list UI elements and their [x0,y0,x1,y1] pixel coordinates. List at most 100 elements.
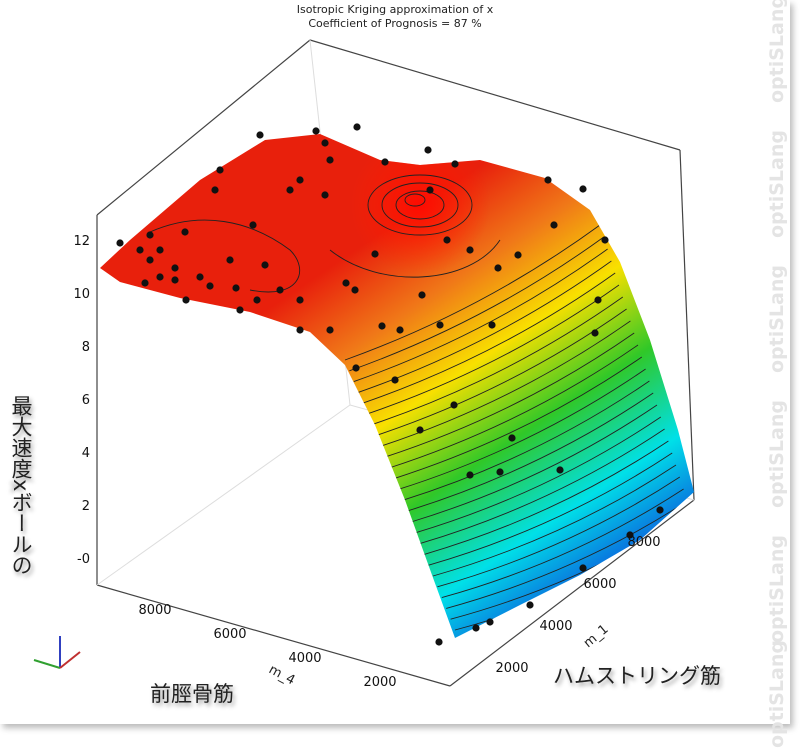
chart-title: Isotropic Kriging approximation of x [296,3,494,16]
surface-plot[interactable]: 12 10 8 6 4 2 -0 8000 6000 4000 2000 2000 4000 6000 80… [0,0,790,724]
x-axis-name: m_4 [266,662,297,688]
contour-line [406,392,654,512]
sample-point [416,426,424,434]
sample-point [146,256,154,264]
y-tick-label: 8000 [627,535,660,550]
z-tick-label: 4 [82,446,90,461]
y-tick-label: 2000 [495,661,528,676]
sample-point [591,329,599,337]
contour-line [446,500,688,609]
sample-point [312,127,320,135]
sample-point [496,468,504,476]
y-axis-label: ハムストリング筋 [553,664,721,688]
contour-line [149,219,300,293]
contour-line [432,464,677,577]
sample-point [226,256,234,264]
contour-line [362,272,616,404]
z-label-line2: ボールの [9,491,33,576]
sample-point [321,191,329,199]
y-axis-name: m_1 [581,622,612,651]
sample-point [286,186,294,194]
contour-line [381,182,459,228]
contour-line [371,296,624,426]
contour-line [428,452,673,566]
contour-line [419,428,665,545]
contour-line [397,368,646,491]
sample-point [550,221,558,229]
sample-point [466,471,474,479]
sample-point [196,273,204,281]
x-tick-label: 8000 [138,603,171,618]
sample-point [436,321,444,329]
sample-point [206,282,214,290]
contour-line [349,236,605,372]
chart-subtitle: Coefficient of Prognosis = 87 % [308,17,482,30]
sample-point [371,250,379,258]
sample-point [579,564,587,572]
sample-point [594,296,602,304]
sample-point [626,531,634,539]
sample-point [396,326,404,334]
sample-point [156,273,164,281]
x-tick-label: 4000 [288,651,321,666]
contour-line [410,404,658,523]
contour-line [395,190,445,220]
sample-point [249,221,257,229]
axis-box [96,39,695,687]
sample-point [450,401,458,409]
sample-point [326,326,334,334]
z-axis-label: 最大速度xボールの [8,395,34,575]
watermark: optiSLang [766,265,788,373]
sample-point [236,306,244,314]
contour-line [366,284,620,415]
sample-point [216,166,224,174]
sample-point [391,376,399,384]
y-tick-label: 4000 [539,619,572,634]
sample-point [136,246,144,254]
sample-point [514,251,522,259]
orientation-triad-icon [33,636,81,669]
sample-point [488,321,496,329]
x-tick-label: 2000 [363,675,396,690]
contour-line [404,193,426,207]
sample-point [486,618,494,626]
contour-line [402,380,650,501]
sample-point [352,364,360,372]
sample-point [321,139,329,147]
sample-point [156,246,164,254]
sample-point [326,156,334,164]
sample-point [601,236,609,244]
contour-line [367,174,473,236]
watermark: optiSLang [766,640,788,748]
z-tick-label: 2 [82,499,90,514]
z-tick-label: 6 [82,393,90,408]
sample-point [466,246,474,254]
sample-point [141,279,149,287]
watermark: optiSLang [766,535,788,643]
sample-point [508,434,516,442]
z-tick-label: 8 [82,340,90,355]
sample-point [443,236,451,244]
sample-point [211,186,219,194]
sample-point [296,176,304,184]
sample-point [353,123,361,131]
contour-line [424,440,669,555]
sample-point [342,279,350,287]
contour-line [415,416,662,534]
contour-line [388,344,639,469]
sample-points [116,123,664,646]
z-tick-label: -0 [77,552,90,567]
sample-point [424,146,432,154]
sample-point [171,264,179,272]
sample-point [426,186,434,194]
watermark: optiSLang [766,400,788,508]
sample-point [256,131,264,139]
sample-point [232,284,240,292]
contour-line [375,308,627,437]
sample-point [253,296,261,304]
sample-point [276,286,284,294]
z-tick-label: 12 [73,234,90,249]
sample-point [544,176,552,184]
sample-point [146,231,154,239]
